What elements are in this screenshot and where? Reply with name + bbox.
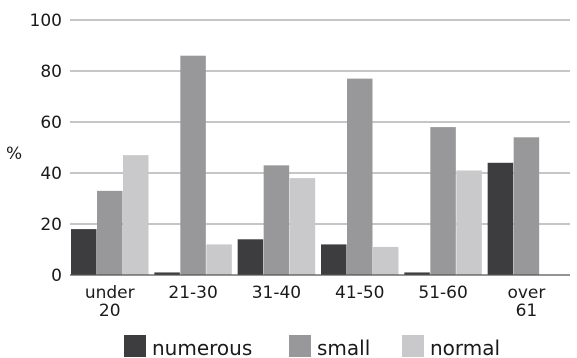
bars — [71, 55, 540, 276]
bar-small — [263, 165, 290, 275]
y-tick-label: 60 — [40, 113, 62, 133]
x-tick-label: 61 — [516, 301, 538, 321]
bar-numerous — [71, 229, 97, 275]
legend-swatch-numerous — [124, 335, 146, 357]
x-tick-label: under — [85, 283, 135, 303]
y-tick-label: 40 — [40, 164, 62, 184]
bar-numerous — [321, 244, 347, 275]
y-tick-label: 100 — [30, 11, 62, 31]
x-tick-label: 31-40 — [252, 283, 301, 303]
y-axis-label: % — [6, 144, 22, 164]
y-tick-label: 80 — [40, 62, 62, 82]
bar-small — [180, 55, 206, 276]
bar-small — [513, 137, 540, 275]
x-tick-label: 21-30 — [168, 283, 217, 303]
gridlines — [70, 19, 570, 225]
bar-normal — [206, 244, 232, 275]
x-tick-label: 41-50 — [335, 283, 384, 303]
x-tick-label: over — [507, 283, 545, 303]
bar-normal — [289, 178, 316, 275]
legend-swatch-normal — [402, 335, 424, 357]
bar-small — [347, 78, 373, 276]
legend-label-normal: normal — [430, 336, 500, 358]
legend-swatch-small — [289, 335, 311, 357]
bar-numerous — [404, 272, 430, 275]
legend-label-small: small — [317, 336, 370, 358]
bar-normal — [373, 246, 399, 275]
x-tick-label: 51-60 — [418, 283, 467, 303]
bar-normal — [123, 155, 149, 275]
legend: numerous small normal — [124, 335, 500, 358]
y-tick-label: 20 — [40, 215, 62, 235]
y-tick-label: 0 — [51, 266, 62, 286]
bar-numerous — [154, 272, 180, 275]
bar-small — [97, 190, 123, 275]
legend-label-numerous: numerous — [152, 336, 252, 358]
bar-normal — [456, 170, 482, 275]
bar-small — [430, 127, 456, 275]
bar-numerous — [487, 162, 514, 275]
bar-numerous — [237, 239, 264, 275]
x-tick-label: 20 — [99, 301, 121, 321]
